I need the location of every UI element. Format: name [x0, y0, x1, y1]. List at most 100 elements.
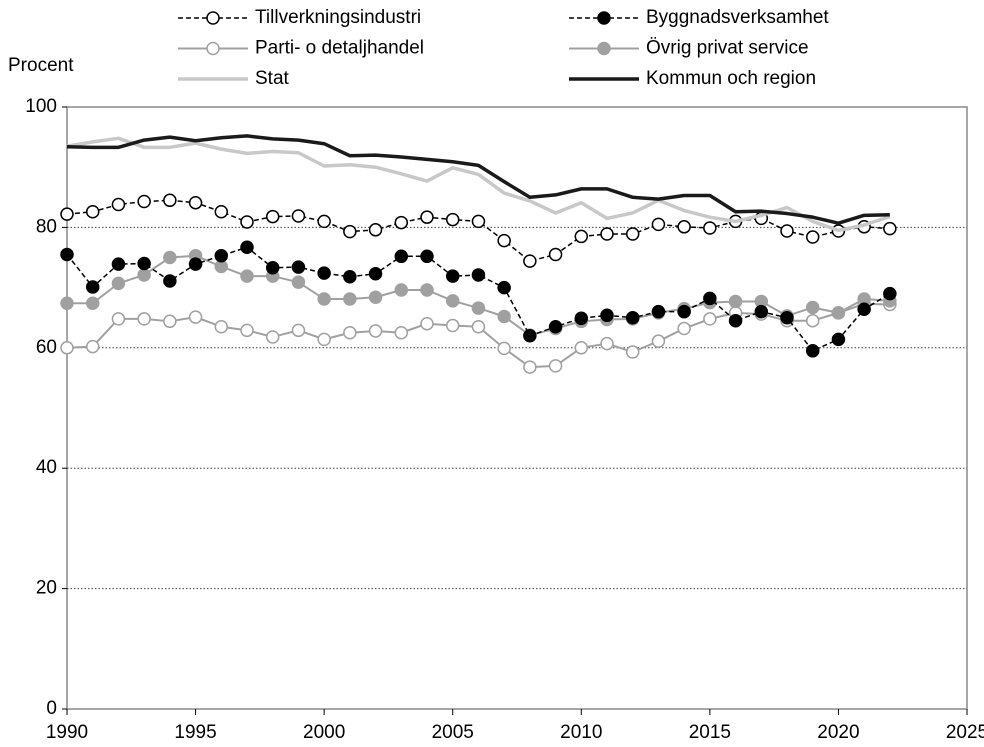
data-point: [163, 274, 177, 288]
data-point: [420, 316, 434, 331]
data-point: [368, 324, 383, 338]
data-point: [188, 257, 203, 271]
series-line: [66, 246, 891, 352]
data-point: [85, 296, 100, 311]
data-point: [728, 313, 743, 328]
data-point: [883, 221, 897, 236]
data-point: [703, 312, 717, 326]
data-point: [163, 250, 177, 265]
data-point: [857, 302, 871, 317]
data-point: [523, 254, 537, 268]
y-tick-label: 60: [36, 337, 57, 358]
data-point: [523, 329, 537, 343]
data-point: [343, 224, 357, 239]
data-point: [497, 233, 511, 248]
data-point: [265, 330, 280, 344]
data-point: [394, 249, 409, 264]
data-point: [291, 323, 306, 338]
data-point: [445, 318, 460, 333]
data-point: [265, 260, 280, 275]
data-point: [214, 248, 229, 263]
data-point: [805, 344, 820, 358]
data-point: [651, 304, 666, 319]
data-point: [343, 326, 357, 340]
legend-marker: [597, 11, 611, 25]
data-point: [445, 212, 460, 227]
data-point: [420, 283, 434, 297]
data-point: [137, 312, 151, 326]
data-point: [548, 247, 563, 262]
data-point: [883, 286, 897, 301]
y-tick-label: 40: [36, 457, 57, 478]
data-point: [137, 256, 151, 271]
data-point: [343, 270, 357, 284]
data-point: [805, 300, 820, 315]
data-point: [188, 310, 203, 324]
data-point: [368, 267, 383, 281]
data-point: [111, 257, 126, 271]
data-point: [85, 204, 100, 219]
series-line: [66, 136, 891, 233]
data-point: [291, 209, 306, 223]
data-point: [625, 310, 640, 325]
data-point: [368, 290, 383, 304]
series-line: [66, 199, 890, 262]
data-point: [445, 294, 460, 308]
data-point: [471, 319, 486, 334]
legend-marker: [206, 41, 220, 56]
data-point: [497, 309, 511, 324]
data-point: [471, 214, 486, 229]
data-point: [471, 268, 486, 282]
data-point: [163, 314, 177, 329]
data-point: [831, 306, 846, 320]
data-point: [111, 197, 126, 212]
data-point: [574, 341, 589, 355]
data-point: [291, 260, 306, 274]
data-point: [497, 341, 511, 356]
data-point: [394, 215, 409, 230]
x-tick-label: 2025: [946, 722, 984, 743]
data-point: [317, 332, 331, 347]
data-point: [805, 313, 820, 328]
data-point: [240, 269, 254, 283]
legend-label: Parti- o detaljhandel: [255, 38, 424, 59]
data-point: [137, 268, 151, 282]
y-tick-label: 80: [36, 216, 57, 237]
data-point: [548, 319, 563, 334]
data-point: [548, 359, 563, 373]
data-point: [728, 294, 743, 309]
data-point: [394, 283, 409, 297]
x-tick-label: 1990: [46, 722, 88, 743]
data-point: [317, 292, 331, 306]
legend-label: Byggnadsverksamhet: [646, 7, 829, 28]
data-point: [420, 249, 434, 264]
data-point: [368, 223, 383, 237]
data-point: [420, 210, 434, 224]
data-point: [805, 230, 820, 244]
data-point: [265, 209, 280, 224]
data-point: [574, 229, 589, 244]
data-point: [60, 247, 74, 262]
y-tick-label: 100: [25, 96, 57, 117]
series-line: [66, 134, 890, 225]
legend-label: Stat: [255, 68, 290, 89]
x-tick-label: 1995: [174, 722, 216, 743]
data-point: [291, 275, 306, 289]
data-point: [703, 291, 717, 306]
data-point: [240, 215, 254, 229]
data-point: [471, 301, 486, 315]
x-tick-label: 2010: [560, 722, 602, 743]
data-point: [651, 334, 666, 348]
data-point: [625, 227, 640, 241]
data-point: [523, 360, 537, 374]
data-point: [574, 311, 589, 326]
legend-marker: [206, 11, 220, 25]
data-point: [163, 193, 177, 208]
data-point: [780, 310, 794, 325]
data-point: [445, 269, 460, 283]
x-tick-label: 2005: [432, 722, 474, 743]
data-point: [111, 276, 126, 291]
data-point: [188, 195, 203, 210]
